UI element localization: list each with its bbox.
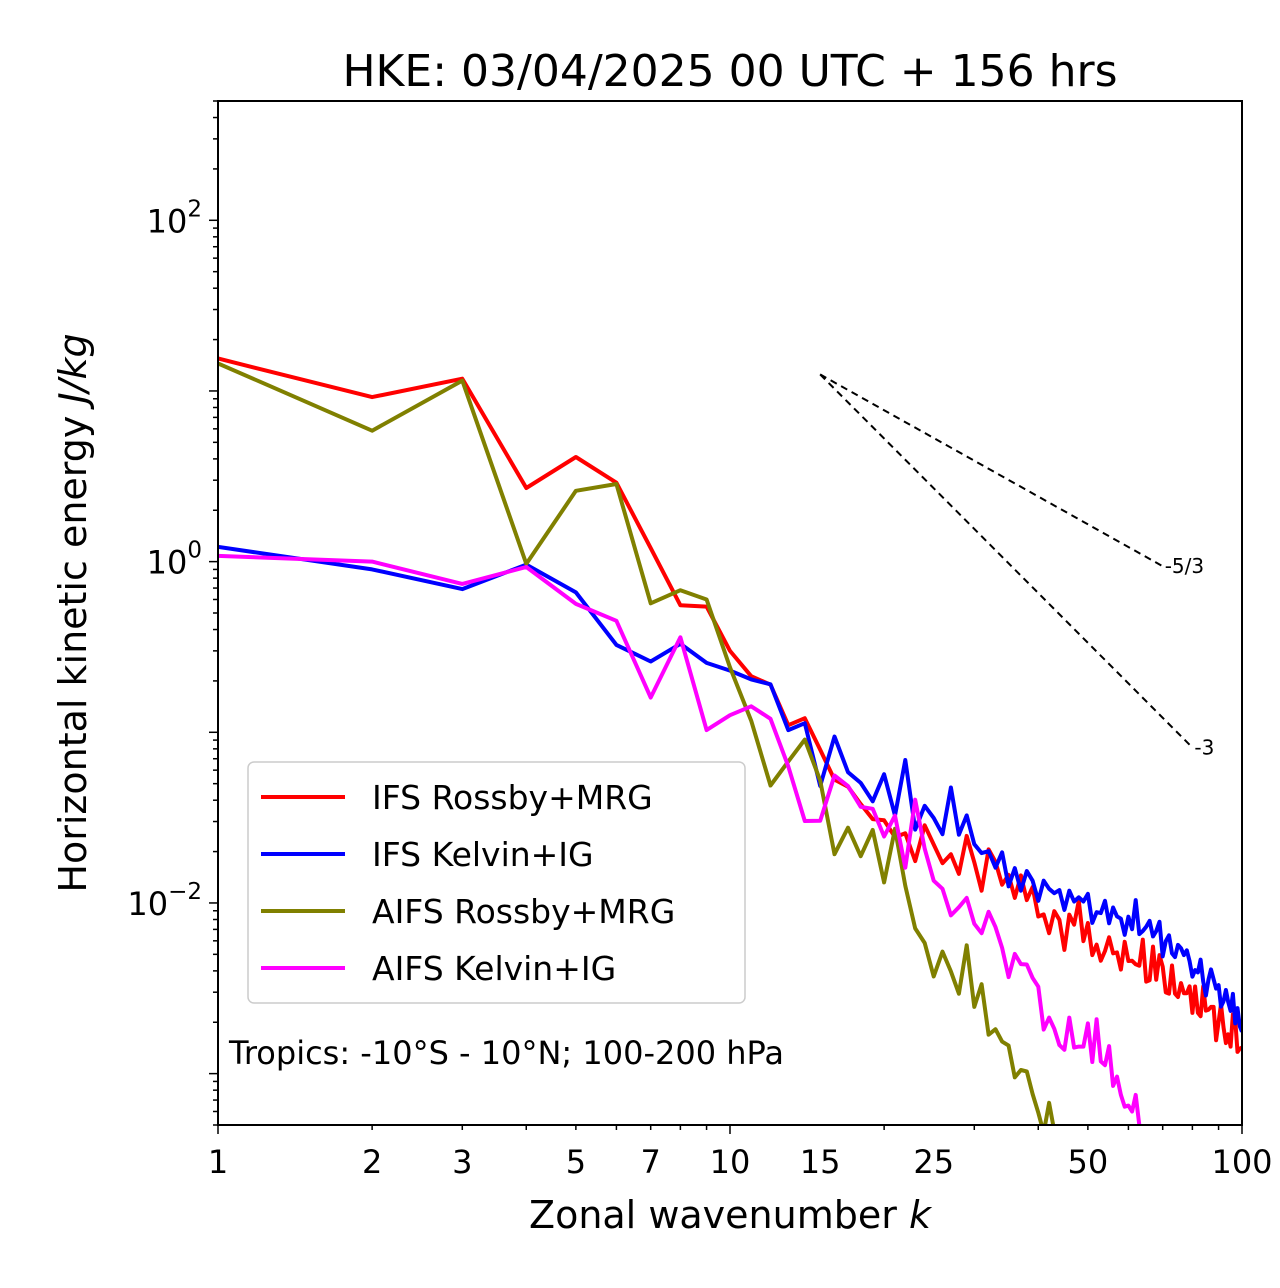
x-tick-label: 15 — [800, 1143, 841, 1181]
y-tick-label: 10−2 — [127, 879, 202, 923]
reference-line-1 — [819, 373, 1194, 749]
region-annotation: Tropics: -10°S - 10°N; 100-200 hPa — [228, 1034, 784, 1072]
series-line-1 — [218, 544, 1242, 1033]
series-line-2 — [218, 361, 1056, 1125]
x-tick-label: 100 — [1211, 1143, 1272, 1181]
x-axis-label-text: Zonal wavenumber — [529, 1193, 897, 1237]
reference-line-label-0: -5/3 — [1165, 554, 1204, 578]
legend-label-3: AIFS Kelvin+IG — [372, 949, 616, 988]
legend-label-0: IFS Rossby+MRG — [372, 778, 653, 817]
reference-lines: -5/3 -3 — [819, 373, 1214, 760]
y-axis-label: Horizontal kinetic energy J/kg — [51, 333, 95, 892]
series-layer — [218, 356, 1242, 1125]
legend-frame — [247, 761, 746, 1004]
x-tick-label: 10 — [710, 1143, 751, 1181]
legend: IFS Rossby+MRG IFS Kelvin+IG AIFS Rossby+M… — [247, 761, 746, 1004]
reference-line-0 — [819, 373, 1164, 568]
x-axis-label-symbol: k — [909, 1193, 933, 1237]
x-axis-ticks: 1 2 3 5 7 10 15 25 50 100 — [208, 1125, 1273, 1181]
y-axis-label-text: Horizontal kinetic energy — [51, 416, 95, 893]
chart-title: HKE: 03/04/2025 00 UTC + 156 hrs — [342, 46, 1117, 97]
legend-label-2: AIFS Rossby+MRG — [372, 892, 675, 931]
x-tick-label: 50 — [1068, 1143, 1109, 1181]
series-line-3 — [218, 553, 1142, 1125]
y-axis-ticks: 102 100 10−2 — [127, 100, 218, 1126]
x-tick-label: 25 — [913, 1143, 954, 1181]
legend-label-1: IFS Kelvin+IG — [372, 835, 594, 874]
x-tick-label: 3 — [452, 1143, 472, 1181]
x-tick-label: 2 — [362, 1143, 382, 1181]
x-axis-label: Zonal wavenumber k — [529, 1193, 933, 1237]
x-tick-label: 7 — [641, 1143, 661, 1181]
y-axis-label-unit: J/kg — [51, 333, 95, 410]
reference-line-label-1: -3 — [1194, 736, 1214, 760]
x-tick-label: 5 — [566, 1143, 586, 1181]
y-tick-label: 100 — [147, 538, 202, 582]
x-tick-label: 1 — [208, 1143, 228, 1181]
y-tick-label: 102 — [147, 196, 202, 240]
